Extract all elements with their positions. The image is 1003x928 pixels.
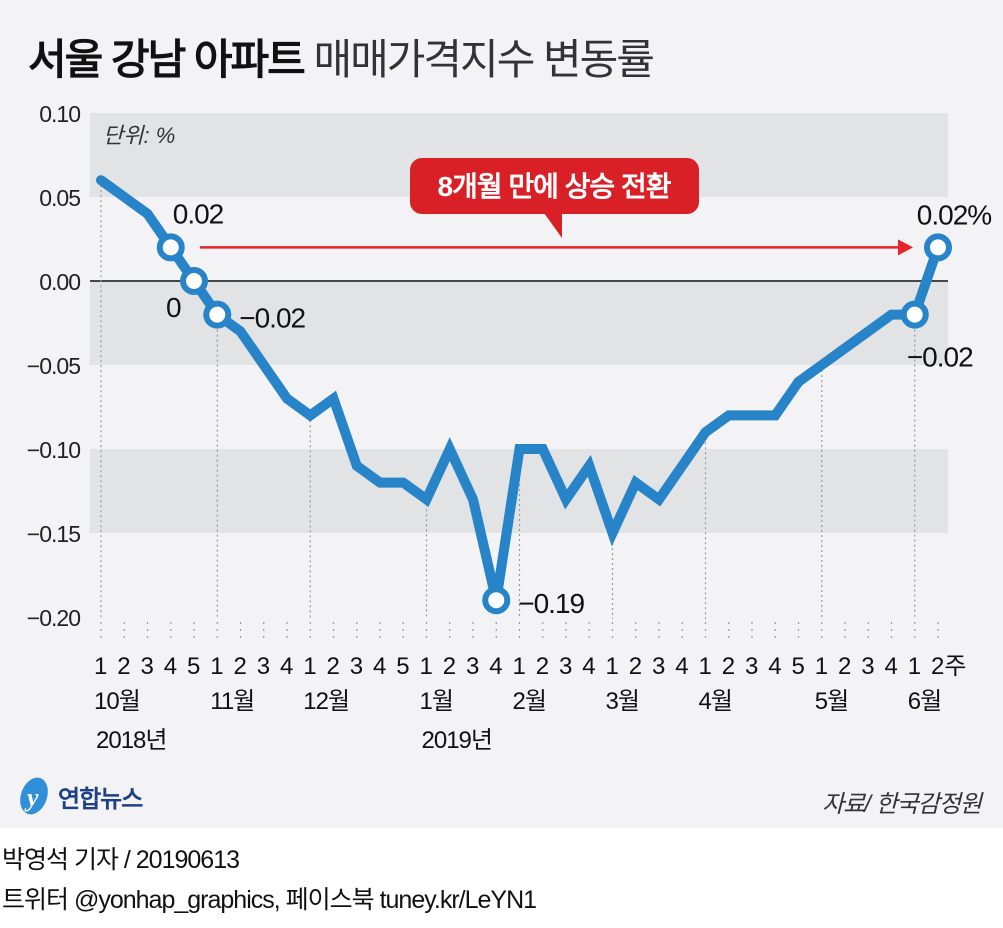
yonhap-logo: y 연합뉴스 <box>14 775 143 817</box>
x-tick-label: 4 <box>164 653 177 680</box>
y-tick-label: −0.15 <box>27 521 80 547</box>
x-tick-label: 1 <box>815 653 828 680</box>
x-tick-label: 1 <box>94 653 107 680</box>
x-tick-label: 2주 <box>931 653 966 680</box>
x-tick-label: 2 <box>838 653 851 680</box>
callout-pointer <box>544 213 562 238</box>
month-label: 10월 <box>94 688 140 715</box>
year-label: 2018년 <box>96 727 166 754</box>
title-light: 매매가격지수 변동률 <box>313 36 655 83</box>
year-label: 2019년 <box>422 727 492 754</box>
social-links: 트위터 @yonhap_graphics, 페이스북 tuney.kr/LeYN… <box>2 886 537 914</box>
page-title: 서울 강남 아파트 매매가격지수 변동률 <box>28 26 655 87</box>
trend-arrow-head <box>898 239 913 256</box>
x-tick-label: 5 <box>396 653 409 680</box>
x-tick-label: 4 <box>280 653 293 680</box>
highlight-point <box>900 300 929 329</box>
x-tick-label: 2 <box>327 653 340 680</box>
x-tick-label: 4 <box>373 653 386 680</box>
source-note: 자료/ 한국감정원 <box>822 791 982 818</box>
data-label: 0.02% <box>917 199 991 230</box>
x-tick-label: 3 <box>861 653 874 680</box>
highlight-point <box>482 586 511 615</box>
y-tick-label: −0.10 <box>27 437 80 463</box>
x-tick-label: 3 <box>141 653 154 680</box>
x-tick-label: 4 <box>885 653 898 680</box>
month-label: 5월 <box>815 688 848 715</box>
x-tick-label: 2 <box>722 653 735 680</box>
svg-text:y: y <box>24 783 39 812</box>
x-tick-label: 5 <box>792 653 805 680</box>
y-tick-label: 0.10 <box>39 101 80 127</box>
x-tick-label: 2 <box>443 653 456 680</box>
logo-icon: y <box>20 777 48 815</box>
logo-text: 연합뉴스 <box>58 785 143 813</box>
x-tick-label: 4 <box>489 653 502 680</box>
x-tick-label: 3 <box>745 653 758 680</box>
x-tick-label: 2 <box>117 653 130 680</box>
title-bold: 서울 강남 아파트 <box>28 36 306 83</box>
x-tick-label: 1 <box>606 653 619 680</box>
x-tick-label: 4 <box>768 653 781 680</box>
data-label: −0.19 <box>518 588 584 619</box>
highlight-point <box>156 233 185 262</box>
x-tick-label: 1 <box>699 653 712 680</box>
callout-text: 8개월 만에 상승 전환 <box>438 171 672 202</box>
data-label: −0.02 <box>239 303 305 334</box>
y-tick-label: −0.05 <box>27 353 80 379</box>
x-tick-label: 5 <box>187 653 200 680</box>
month-label: 1월 <box>420 688 453 715</box>
unit-label: 단위: % <box>103 123 175 148</box>
y-tick-label: −0.20 <box>27 605 80 631</box>
x-tick-label: 1 <box>513 653 526 680</box>
x-tick-label: 3 <box>257 653 270 680</box>
month-label: 11월 <box>210 688 254 715</box>
x-tick-label: 3 <box>350 653 363 680</box>
month-label: 6월 <box>908 688 941 715</box>
x-tick-label: 1 <box>420 653 433 680</box>
x-tick-label: 1 <box>303 653 316 680</box>
callout-box <box>410 158 699 214</box>
month-label: 12월 <box>303 688 349 715</box>
x-tick-label: 3 <box>466 653 479 680</box>
month-label: 4월 <box>699 688 732 715</box>
month-label: 3월 <box>606 688 639 715</box>
x-tick-label: 4 <box>582 653 595 680</box>
data-label: 0 <box>166 292 181 323</box>
x-tick-label: 3 <box>559 653 572 680</box>
x-tick-label: 2 <box>536 653 549 680</box>
x-tick-label: 3 <box>652 653 665 680</box>
x-tick-label: 1 <box>210 653 223 680</box>
highlight-point <box>924 233 952 262</box>
highlight-point <box>180 267 208 295</box>
series-line <box>96 175 943 602</box>
y-tick-label: 0.00 <box>39 269 80 295</box>
x-tick-label: 1 <box>908 653 921 680</box>
byline: 박영석 기자 / 20190613 <box>2 846 240 874</box>
highlight-point <box>203 300 232 329</box>
x-tick-label: 2 <box>234 653 247 680</box>
data-label: −0.02 <box>907 342 973 373</box>
month-label: 2월 <box>513 688 546 715</box>
data-label: 0.02 <box>173 198 224 229</box>
x-tick-label: 2 <box>629 653 642 680</box>
y-tick-label: 0.05 <box>39 185 80 211</box>
x-tick-label: 4 <box>675 653 688 680</box>
